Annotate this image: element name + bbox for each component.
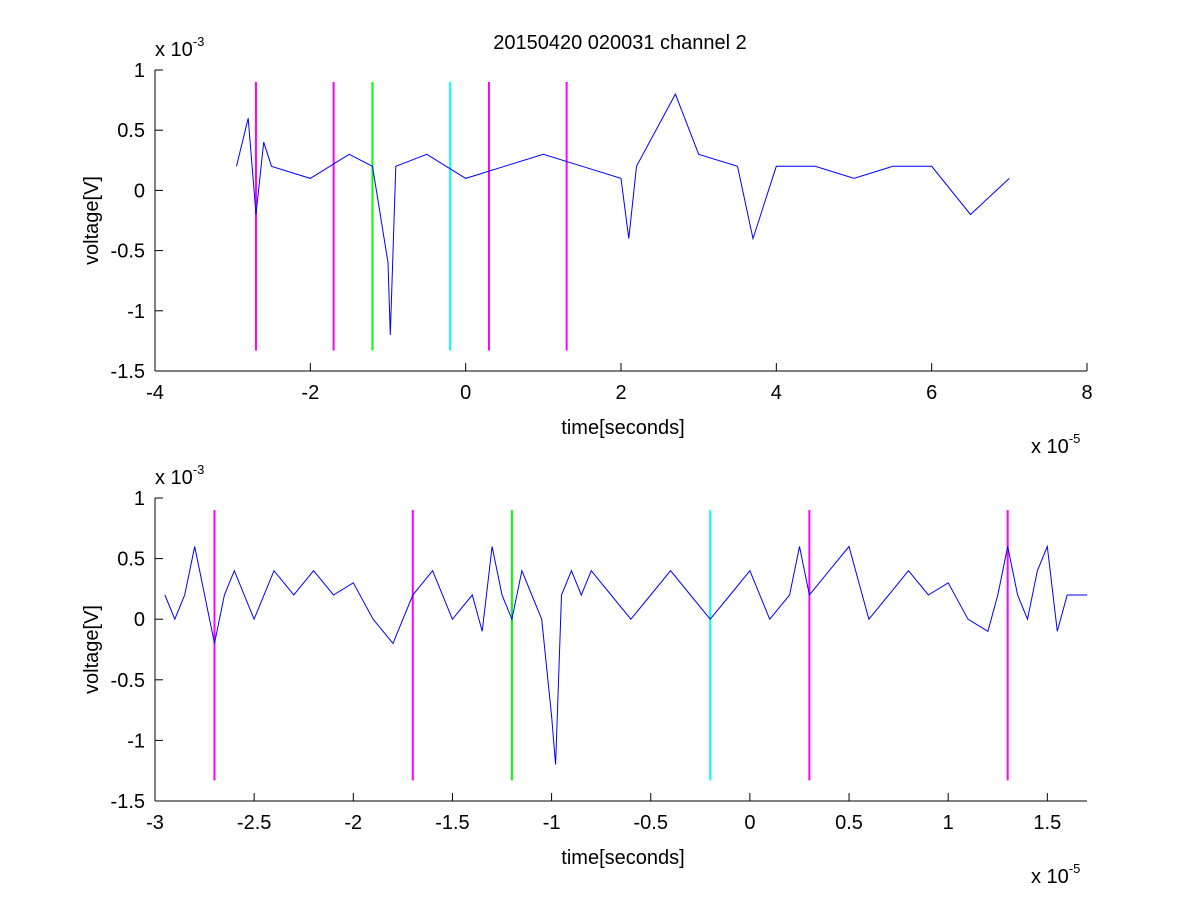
- x-axis-label: time[seconds]: [561, 417, 684, 439]
- y-tick-label: -1: [127, 301, 145, 323]
- y-tick-label: 0: [134, 180, 145, 202]
- y-tick-label: -1.5: [111, 361, 145, 383]
- x-tick-label: 0: [460, 382, 471, 404]
- x-tick-label: 1.5: [1033, 812, 1061, 834]
- x-tick-label: 0: [744, 812, 755, 834]
- y-tick-label: 0: [134, 609, 145, 631]
- y-tick-label: 0.5: [117, 549, 145, 571]
- x-tick-label: -0.5: [634, 812, 668, 834]
- x-tick-label: -3: [146, 812, 164, 834]
- x-tick-label: -2.5: [237, 812, 271, 834]
- y-tick-label: 1: [134, 60, 145, 82]
- x-exponent-power: -5: [1069, 861, 1081, 876]
- y-tick-label: -0.5: [111, 670, 145, 692]
- y-exponent-power: -3: [193, 34, 205, 49]
- y-axis-label: voltage[V]: [81, 176, 103, 265]
- y-axis-label: voltage[V]: [81, 605, 103, 694]
- y-tick-label: 0.5: [117, 120, 145, 142]
- x-tick-label: 4: [771, 382, 782, 404]
- x-tick-label: -1: [543, 812, 561, 834]
- y-tick-label: -1: [127, 730, 145, 752]
- bottom-plot: -3 -2.5 -2 -1.5 -1 -0.5 0 0.5 1 1.5 -1.5 -1 -0.5 0 0.5…: [81, 462, 1087, 888]
- y-tick-label: -1.5: [111, 791, 145, 813]
- x-tick-label: 8: [1081, 382, 1092, 404]
- x-tick-label: -4: [146, 382, 164, 404]
- voltage-series-line: [164, 544, 1087, 765]
- top-plot: -4 -2 0 2 4 6 8 -1.5 -1 -0.5 0 0.5 1 time[seconds] vol…: [81, 34, 1093, 458]
- x-tick-label: 2: [615, 382, 626, 404]
- voltage-series-line: [236, 92, 1010, 335]
- x-tick-label: -2: [344, 812, 362, 834]
- x-tick-label: 1: [943, 812, 954, 834]
- x-tick-label: 6: [926, 382, 937, 404]
- x-tick-label: 0.5: [835, 812, 863, 834]
- x-exponent-power: -5: [1069, 431, 1081, 446]
- x-axis-label: time[seconds]: [561, 847, 684, 869]
- y-tick-label: -0.5: [111, 241, 145, 263]
- y-tick-label: 1: [134, 488, 145, 510]
- x-tick-label: -1.5: [435, 812, 469, 834]
- x-tick-label: -2: [301, 382, 319, 404]
- figure-title: 20150420 020031 channel 2: [493, 32, 747, 54]
- y-exponent-power: -3: [193, 462, 205, 477]
